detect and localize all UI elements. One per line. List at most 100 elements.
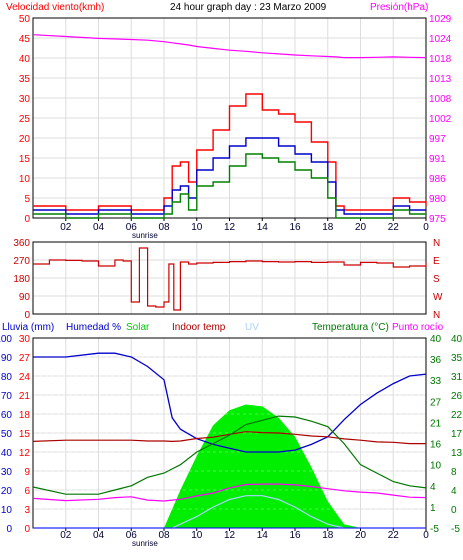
y-tick-label: 0	[24, 524, 30, 535]
wind-pressure-panel: Velocidad viento(kmh) 24 hour graph day …	[6, 2, 452, 240]
y-tick-label: 16	[430, 440, 442, 451]
y-tick-label: 10	[430, 461, 442, 472]
y-tick-label: 35	[19, 74, 31, 85]
temperature-axis-title: Temperatura (°C)	[312, 322, 389, 333]
y-tick-label: 0	[451, 505, 457, 516]
temp-time-ticks: 02 04 06 08 10 12 14 16 18 20 22 0	[60, 528, 429, 541]
sunrise-label: sunrise	[132, 231, 158, 240]
y-tick-label: 22	[451, 410, 463, 421]
y-tick-label: 997	[429, 134, 446, 145]
y-tick-label: 1002	[429, 114, 452, 125]
wind-speed-axis-title: Velocidad viento(kmh)	[6, 2, 104, 13]
y-tick-label: 18	[19, 410, 31, 421]
direction-chart-frame	[32, 241, 427, 315]
y-tick-label: 15	[19, 154, 31, 165]
wind-speed-line	[33, 93, 427, 211]
x-tick-label: 08	[158, 222, 170, 233]
x-tick-label: 22	[388, 530, 400, 541]
y-tick-label: S	[433, 274, 440, 285]
y-tick-label: 9	[24, 467, 30, 478]
y-tick-label: 1018	[429, 54, 452, 65]
y-tick-label: 40	[19, 54, 31, 65]
y-tick-label: 10	[19, 174, 31, 185]
y-tick-label: 13	[451, 448, 463, 459]
y-tick-label: N	[433, 310, 440, 321]
y-tick-label: E	[433, 256, 440, 267]
y-tick-label: -5	[451, 524, 460, 535]
y-tick-label: 15	[19, 429, 31, 440]
y-tick-label: 40	[1, 448, 13, 459]
y-tick-label: 30	[1, 467, 13, 478]
temperature-line	[32, 415, 427, 495]
rain-ticks: 0 3 6 9 12 15 18 21 24 27 30	[19, 334, 31, 535]
y-tick-label: 50	[19, 14, 31, 25]
y-tick-label: 3	[24, 505, 30, 516]
y-tick-label: 30	[19, 94, 31, 105]
x-tick-label: 18	[322, 222, 334, 233]
uv-legend: UV	[245, 322, 259, 333]
y-tick-label: 1024	[429, 34, 452, 45]
dew-point-legend: Punto rocío	[392, 322, 444, 333]
x-tick-label: 04	[93, 222, 105, 233]
y-tick-label: 1029	[429, 14, 452, 25]
y-tick-label: 35	[451, 353, 463, 364]
y-tick-label: 40	[430, 334, 442, 345]
x-tick-label: 02	[60, 530, 72, 541]
y-tick-label: N	[433, 238, 440, 249]
y-tick-label: W	[433, 292, 443, 303]
y-tick-label: 975	[429, 214, 446, 225]
humidity-legend: Humedad %	[66, 322, 121, 333]
x-tick-label: 12	[224, 530, 236, 541]
x-tick-label: 20	[355, 222, 367, 233]
pressure-axis-title: Presión(hPa)	[370, 2, 428, 13]
y-tick-label: 25	[19, 114, 31, 125]
chart-title: 24 hour graph day : 23 Marzo 2009	[170, 2, 327, 13]
x-tick-label: 22	[388, 222, 400, 233]
rain-axis-title: Lluvia (mm)	[2, 322, 54, 333]
x-tick-label: 0	[423, 530, 429, 541]
direction-series	[33, 247, 427, 311]
pressure-ticks: 975 980 986 991 997 1002 1008 1013 1018 1024 1029	[429, 14, 452, 225]
x-tick-label: 02	[60, 222, 72, 233]
y-tick-label: 24	[19, 372, 31, 383]
y-tick-label: 17	[451, 429, 463, 440]
x-tick-label: 14	[257, 222, 269, 233]
y-tick-label: 0	[6, 524, 12, 535]
wind-time-ticks: 02 04 06 08 10 12 14 16 18 20 22 0	[60, 218, 429, 233]
x-tick-label: 08	[158, 530, 170, 541]
y-tick-label: 10	[1, 505, 13, 516]
y-tick-label: 6	[24, 486, 30, 497]
y-tick-label: -5	[430, 524, 439, 535]
y-tick-label: 21	[430, 418, 442, 429]
temperature-ticks-outer: -5 0 4 8 13 17 22 26 31 35 40	[451, 334, 463, 535]
y-tick-label: 4	[430, 482, 436, 493]
y-tick-label: 12	[19, 448, 31, 459]
y-tick-label: 45	[19, 34, 31, 45]
x-tick-label: 12	[224, 222, 236, 233]
sunrise-label-bottom: sunrise	[132, 539, 158, 548]
y-tick-label: 986	[429, 174, 446, 185]
y-tick-label: 50	[1, 429, 13, 440]
y-tick-label: 100	[0, 334, 12, 345]
y-tick-label: 70	[1, 391, 13, 402]
indoor-temp-line	[32, 431, 426, 445]
temperature-ticks-inner: -5 1 4 10 16 21 27 33 36 40	[430, 334, 442, 535]
y-tick-label: 4	[451, 486, 457, 497]
y-tick-label: 27	[430, 397, 442, 408]
y-tick-label: 980	[429, 194, 446, 205]
wind-direction-line	[33, 247, 427, 311]
wind-series	[32, 34, 427, 219]
solar-area	[33, 356, 426, 528]
x-tick-label: 16	[289, 530, 301, 541]
temperature-humidity-panel: Lluvia (mm) Humedad % Solar Indoor temp …	[0, 322, 463, 548]
x-tick-label: 16	[289, 222, 301, 233]
x-tick-label: 14	[257, 530, 269, 541]
humidity-ticks: 0 10 20 30 40 50 60 70 80 90 100	[0, 334, 12, 535]
x-tick-label: 06	[126, 530, 138, 541]
y-tick-label: 180	[13, 274, 30, 285]
x-tick-label: 18	[322, 530, 334, 541]
indoor-temp-legend: Indoor temp	[172, 322, 226, 333]
